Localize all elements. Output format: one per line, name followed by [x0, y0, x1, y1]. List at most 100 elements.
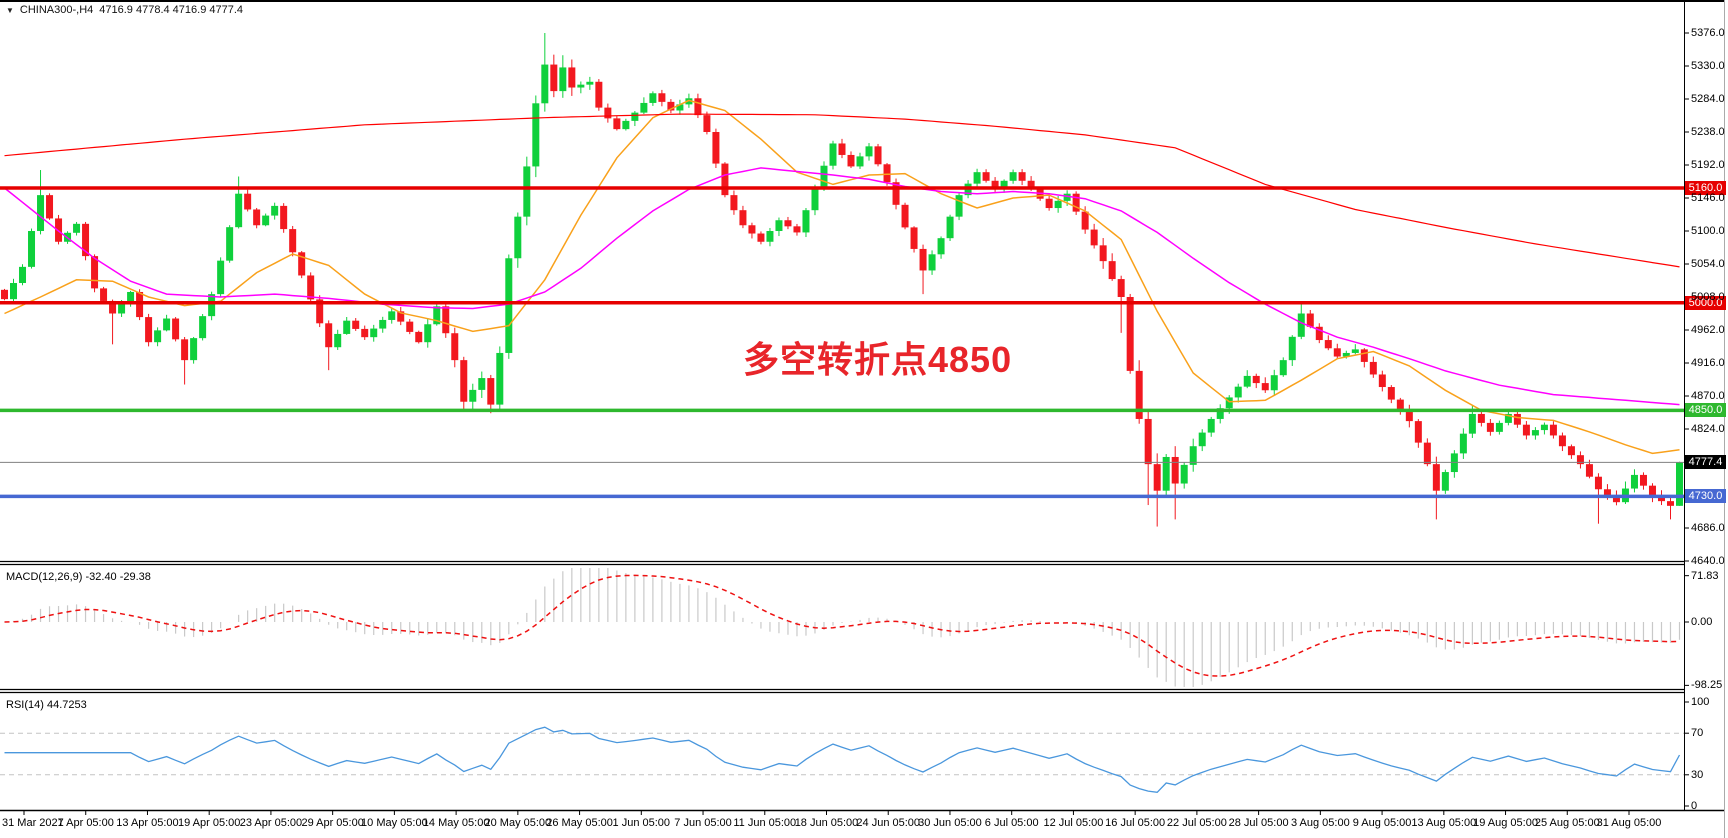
- price-level-badge-4730[interactable]: 4730.0: [1685, 489, 1726, 504]
- candle-down: [550, 64, 558, 92]
- symbol-dropdown-icon[interactable]: ▼: [6, 5, 14, 15]
- candle-down: [1603, 489, 1611, 496]
- candle-down: [1648, 485, 1656, 497]
- candle-up: [1540, 424, 1548, 431]
- candle-down: [352, 320, 360, 329]
- candle-down: [1486, 422, 1494, 432]
- candle-up: [1279, 360, 1287, 376]
- price-tick-label: 4686.0: [1691, 521, 1725, 534]
- time-tick-label: 26 May 05:00: [546, 817, 613, 829]
- candle-down: [721, 163, 729, 196]
- candle-up: [1009, 172, 1017, 181]
- candle-up: [1297, 313, 1305, 337]
- symbol-timeframe-label: CHINA300-,H4: [19, 4, 94, 16]
- candle-up: [1054, 200, 1062, 209]
- candle-down: [883, 164, 891, 183]
- time-tick-label: 18 Jun 05:00: [794, 817, 859, 829]
- rsi-name: RSI(14): [6, 699, 44, 711]
- time-tick-label: 13 Aug 05:00: [1411, 817, 1477, 829]
- candle-down: [1099, 245, 1107, 262]
- candle-down: [415, 331, 423, 343]
- time-tick-label: 25 Aug 05:00: [1534, 817, 1600, 829]
- candle-up: [1198, 432, 1206, 447]
- candle-up: [1270, 375, 1278, 391]
- candle-down: [1657, 496, 1665, 502]
- candles-layer: [1, 33, 1683, 527]
- time-tick-label: 19 Aug 05:00: [1473, 817, 1538, 829]
- price-level-badge-4850[interactable]: 4850.0: [1685, 403, 1726, 418]
- time-tick-label: 10 May 05:00: [361, 817, 428, 829]
- price-tick-label: 4916.0: [1691, 356, 1725, 369]
- price-tick-label: 5192.0: [1691, 158, 1725, 171]
- candle-down: [1477, 413, 1485, 423]
- candle-down: [1036, 189, 1044, 199]
- candle-down: [667, 101, 675, 111]
- macd-tick-label: 71.83: [1691, 569, 1719, 582]
- candle-down: [784, 220, 792, 227]
- candle-up: [640, 102, 648, 113]
- candle-down: [730, 195, 738, 211]
- candle-down: [1414, 421, 1422, 443]
- candle-down: [1558, 435, 1566, 447]
- candle-up: [208, 294, 216, 317]
- candle-down: [289, 229, 297, 253]
- candle-down: [1378, 374, 1386, 388]
- candle-down: [1018, 172, 1026, 181]
- price-tick-label: 4824.0: [1691, 422, 1725, 435]
- candle-down: [1522, 424, 1530, 436]
- candle-up: [127, 291, 135, 303]
- candle-down: [1153, 464, 1161, 491]
- candle-down: [91, 256, 99, 289]
- candle-down: [442, 306, 450, 334]
- candle-down: [1081, 211, 1089, 230]
- candle-down: [1567, 446, 1575, 456]
- candle-down: [604, 107, 612, 119]
- time-tick-label: 13 Apr 05:00: [116, 817, 179, 829]
- candle-down: [1135, 370, 1143, 419]
- candle-down: [1612, 495, 1620, 503]
- price-level-badge-5160[interactable]: 5160.0: [1685, 180, 1726, 195]
- time-tick-label: 31 Mar 2021: [2, 817, 64, 829]
- candle-up: [235, 193, 243, 228]
- candle-up: [262, 215, 270, 226]
- candle-up: [775, 220, 783, 231]
- candle-up: [676, 104, 684, 111]
- candle-down: [757, 233, 765, 242]
- macd-indicator-label: MACD(12,26,9) -32.40 -29.38: [6, 571, 151, 583]
- candle-down: [253, 209, 261, 226]
- candle-down: [658, 93, 666, 102]
- candle-up: [946, 216, 954, 239]
- candle-up: [1162, 456, 1170, 491]
- candle-up: [1063, 193, 1071, 201]
- candle-up: [1207, 418, 1215, 433]
- candle-down: [181, 339, 189, 361]
- candle-down: [739, 210, 747, 226]
- candle-up: [154, 330, 162, 343]
- candle-down: [397, 311, 405, 322]
- candle-up: [622, 120, 630, 130]
- candle-up: [73, 223, 81, 233]
- rsi-tick-label: 70: [1691, 727, 1704, 740]
- candle-down: [892, 182, 900, 205]
- candle-down: [307, 275, 315, 300]
- price-level-badge-5000[interactable]: 5000.0: [1685, 295, 1726, 310]
- candle-up: [1675, 462, 1683, 506]
- candle-down: [451, 333, 459, 361]
- candle-up: [829, 143, 837, 166]
- candle-up: [370, 328, 378, 338]
- time-tick-label: 19 Apr 05:00: [177, 817, 241, 829]
- candle-up: [199, 316, 207, 339]
- time-tick-label: 1 Jun 05:00: [612, 817, 671, 829]
- rsi-line: [4, 726, 1681, 793]
- time-tick-label: 9 Aug 05:00: [1352, 817, 1412, 829]
- candle-down: [1549, 424, 1557, 436]
- candle-down: [109, 300, 117, 314]
- candle-down: [901, 204, 909, 228]
- macd-signal-line: [4, 574, 1680, 677]
- candle-down: [1027, 180, 1035, 190]
- candle-up: [1630, 474, 1638, 489]
- rsi-tick-label: 30: [1691, 768, 1704, 781]
- candle-down: [1144, 418, 1152, 465]
